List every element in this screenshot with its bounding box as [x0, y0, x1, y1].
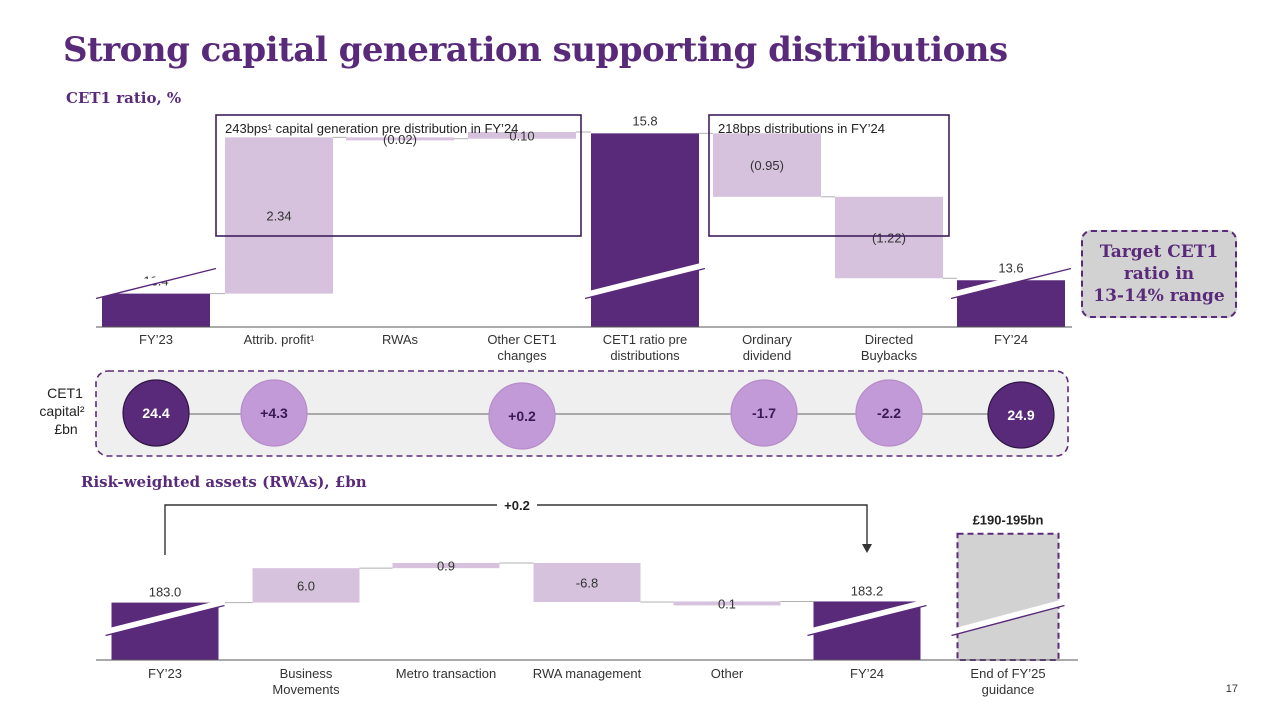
page-number: 17 [1225, 683, 1238, 695]
rwa-bar [392, 562, 500, 569]
rwa-axis-break-edge [951, 604, 1065, 637]
page-title: Strong capital generation supporting dis… [63, 30, 1008, 70]
cet1-category-label: Attrib. profit¹ [244, 332, 315, 347]
cet1-bar-label: (0.02) [383, 132, 417, 147]
cet1-bar [468, 132, 576, 139]
rwa-change-bg [497, 497, 537, 513]
cet1-bar-label: (1.22) [872, 231, 906, 246]
cet1-bar [591, 133, 699, 327]
rwa-bar-label: £190-195bn [973, 513, 1044, 528]
cet1-capital-circle [855, 379, 923, 447]
cet1-category-label: Buybacks [861, 348, 918, 363]
cet1-capital-circle [240, 379, 308, 447]
rwa-bar-label: 0.1 [718, 596, 736, 611]
target-line-2: ratio in [1123, 264, 1195, 284]
cet1-capital-circle [122, 379, 190, 447]
rwa-category-label: Other [711, 666, 744, 681]
rwa-axis-break [806, 599, 928, 635]
cet1-capital-circle [987, 381, 1055, 449]
cet1-category-label: RWAs [382, 332, 419, 347]
rwa-bar-label: -6.8 [576, 576, 598, 591]
cet1-capital-value: -1.7 [752, 405, 776, 421]
cet1-bracket-label: 243bps¹ capital generation pre distribut… [225, 121, 518, 136]
cet1-category-label: Ordinary [742, 332, 792, 347]
rwa-bar [533, 562, 641, 603]
target-line-1: Target CET1 [1099, 242, 1219, 262]
cet1-chart-title: CET1 ratio, % [66, 89, 182, 107]
cet1-axis-break [584, 262, 706, 298]
cet1-category-label: changes [497, 348, 547, 363]
cet1-capital-value: 24.4 [142, 405, 169, 421]
rwa-axis-break [950, 599, 1066, 635]
cet1-bar [102, 293, 210, 327]
cet1-capital-value: +0.2 [508, 408, 536, 424]
cet1-capital-circle [730, 379, 798, 447]
cet1-capital-label-line: £bn [54, 421, 77, 437]
cet1-axis-break [950, 262, 1072, 298]
cet1-category-label: Other CET1 [487, 332, 556, 347]
cet1-bracket-box [215, 114, 582, 237]
rwa-bar [252, 568, 360, 603]
rwa-category-label: Business [280, 666, 333, 681]
cet1-capital-label-line: CET1 [47, 385, 83, 401]
cet1-bar [346, 137, 454, 141]
cet1-bracket-box [708, 114, 950, 237]
rwa-bar [673, 601, 781, 606]
cet1-capital-value: +4.3 [260, 405, 288, 421]
cet1-capital-circle [488, 382, 556, 450]
cet1-bar-label: 0.10 [509, 128, 534, 143]
target-line-3: 13-14% range [1093, 286, 1225, 306]
rwa-bar-label: 183.0 [149, 585, 182, 600]
cet1-axis-break [95, 262, 217, 298]
rwa-bar-label: 0.9 [437, 559, 455, 574]
cet1-bar-label: 13.6 [998, 260, 1023, 275]
cet1-category-label: Directed [865, 332, 913, 347]
cet1-axis-break-edge [584, 267, 706, 300]
cet1-bar [835, 196, 943, 279]
cet1-capital-label-line: capital² [39, 403, 84, 419]
rwa-bar-label: 6.0 [297, 578, 315, 593]
rwa-change-arrowhead [862, 544, 872, 553]
rwa-axis-break-edge [807, 604, 927, 637]
rwa-category-label: Metro transaction [396, 666, 496, 681]
cet1-bar-label: 15.8 [632, 113, 657, 128]
rwa-axis-break [104, 599, 226, 635]
target-cet1-box: Target CET1 ratio in 13-14% range [1081, 230, 1237, 318]
rwa-change-label: +0.2 [504, 498, 530, 513]
cet1-axis-break-edge [95, 267, 217, 300]
cet1-bar [225, 137, 333, 294]
rwa-category-label: guidance [982, 682, 1035, 697]
cet1-bar-label: (0.95) [750, 158, 784, 173]
rwa-bar-label: 183.2 [851, 583, 884, 598]
rwa-category-label: FY’23 [148, 666, 182, 681]
cet1-category-label: FY’24 [994, 332, 1028, 347]
cet1-category-label: distributions [610, 348, 680, 363]
rwa-category-label: Movements [272, 682, 340, 697]
rwa-category-label: FY’24 [850, 666, 884, 681]
cet1-capital-value: -2.2 [877, 405, 901, 421]
rwa-axis-break-edge [105, 604, 225, 637]
cet1-axis-break-edge [950, 267, 1072, 300]
rwa-category-label: RWA management [533, 666, 642, 681]
cet1-category-label: FY’23 [139, 332, 173, 347]
cet1-bracket-label: 218bps distributions in FY’24 [718, 121, 885, 136]
cet1-category-label: CET1 ratio pre [603, 332, 688, 347]
rwa-guidance-bar [956, 532, 1060, 661]
rwa-chart-title: Risk-weighted assets (RWAs), £bn [81, 473, 367, 491]
rwa-category-label: End of FY’25 [970, 666, 1045, 681]
cet1-category-label: dividend [743, 348, 791, 363]
cet1-bar-label: 2.34 [266, 208, 291, 223]
cet1-capital-value: 24.9 [1007, 407, 1034, 423]
cet1-bar [713, 133, 821, 197]
